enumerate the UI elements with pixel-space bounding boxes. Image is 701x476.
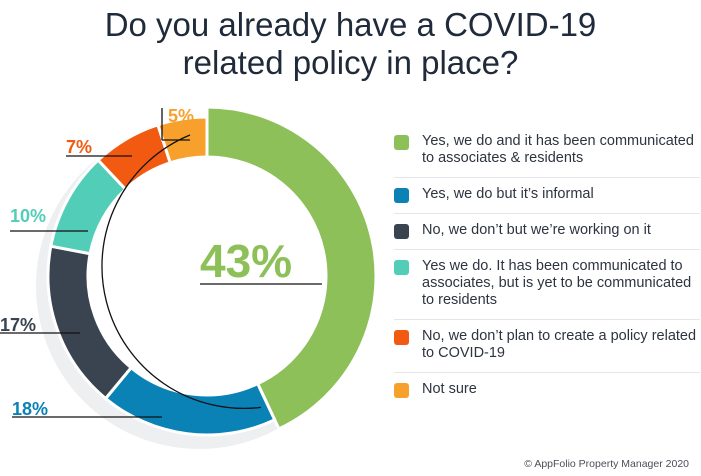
title-line-2: related policy in place? <box>182 44 519 81</box>
legend-item-not-sure: Not sure <box>394 373 700 408</box>
legend-label: Yes, we do and it has been communicated … <box>422 133 694 166</box>
value-label-2: 18% <box>12 399 48 419</box>
value-label-1: 43% <box>200 235 292 287</box>
legend-item-yes-we-do-but-it-s-informal: Yes, we do but it’s informal <box>394 178 700 214</box>
legend-item-no-we-don-t-but-we-re-working-on-it: No, we don’t but we’re working on it <box>394 214 700 250</box>
legend-swatch <box>394 260 409 275</box>
value-label-3: 17% <box>0 315 36 335</box>
title-line-1: Do you already have a COVID-19 <box>104 6 597 43</box>
legend-item-yes-we-do-it-has-been-communicated-t: Yes we do. It has been communicated to a… <box>394 250 700 320</box>
legend-label: Yes, we do but it’s informal <box>422 186 594 202</box>
chart-legend: Yes, we do and it has been communicated … <box>394 125 700 408</box>
legend-swatch <box>394 224 409 239</box>
copyright-credit: © AppFolio Property Manager 2020 <box>524 458 689 470</box>
legend-swatch <box>394 383 409 398</box>
legend-swatch <box>394 330 409 345</box>
legend-swatch <box>394 135 409 150</box>
slice-yes-we-do-and-it-has-been-communicat <box>205 105 378 431</box>
legend-item-yes-we-do-and-it-has-been-communicat: Yes, we do and it has been communicated … <box>394 125 700 178</box>
slice-no-we-don-t-but-we-re-working-on-it <box>46 244 134 401</box>
donut-chart: 43% 18% 17% 10% 7% 5% <box>0 105 378 449</box>
legend-label: No, we don’t but we’re working on it <box>422 222 651 238</box>
value-label-6: 5% <box>168 106 194 126</box>
chart-title: Do you already have a COVID-19 related p… <box>0 6 701 82</box>
legend-label: No, we don’t plan to create a policy rel… <box>422 328 697 361</box>
value-label-4: 10% <box>10 206 46 226</box>
legend-label: Yes we do. It has been communicated to a… <box>422 258 692 308</box>
legend-label: Not sure <box>422 381 477 397</box>
inner-guide-arc <box>101 134 262 409</box>
legend-swatch <box>394 188 409 203</box>
value-label-5: 7% <box>66 137 92 157</box>
legend-item-no-we-don-t-plan-to-create-a-policy-: No, we don’t plan to create a policy rel… <box>394 320 700 373</box>
